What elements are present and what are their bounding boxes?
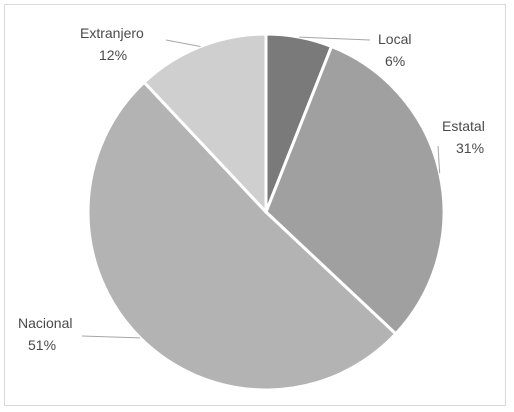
label-estatal-name: Estatal xyxy=(442,118,485,134)
leader-line-extranjero xyxy=(165,39,201,47)
label-nacional-value: 51% xyxy=(28,337,56,353)
leader-line-local xyxy=(299,36,371,41)
pie-slices xyxy=(86,32,446,392)
leader-lines xyxy=(81,36,441,339)
leader-line-nacional xyxy=(81,335,141,339)
slice-extranjero xyxy=(142,32,268,214)
label-estatal-value: 31% xyxy=(456,140,484,156)
label-nacional-name: Nacional xyxy=(18,315,72,331)
label-local-value: 6% xyxy=(385,53,405,69)
leader-line-estatal xyxy=(437,145,441,174)
label-extranjero-name: Extranjero xyxy=(80,25,144,41)
label-local-name: Local xyxy=(378,31,411,47)
label-extranjero-value: 12% xyxy=(99,47,127,63)
